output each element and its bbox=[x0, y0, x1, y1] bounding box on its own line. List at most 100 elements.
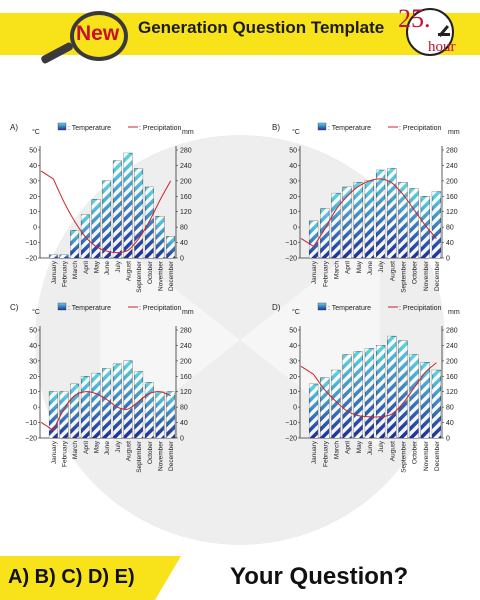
y-axis-unit: °C bbox=[292, 128, 300, 136]
month-label: January bbox=[311, 260, 318, 284]
month-label: February bbox=[62, 260, 69, 287]
temperature-bar-stripes bbox=[70, 384, 79, 438]
y-tick-label: −20 bbox=[25, 436, 37, 443]
month-label: April bbox=[345, 260, 352, 274]
temperature-bar-stripes bbox=[365, 348, 374, 438]
chart-label: D) bbox=[272, 303, 281, 312]
chart-label: A) bbox=[10, 123, 18, 132]
temperature-bar-stripes bbox=[387, 336, 397, 438]
clock-hand-icon bbox=[438, 33, 450, 36]
temperature-bar-stripes bbox=[59, 254, 69, 258]
y-axis-unit: °C bbox=[32, 128, 40, 136]
month-label: December bbox=[168, 260, 175, 291]
month-label: July bbox=[115, 440, 122, 452]
legend-precipitation: : Precipitation bbox=[139, 305, 182, 312]
y2-tick-label: 0 bbox=[446, 256, 450, 263]
y-tick-label: 40 bbox=[289, 163, 297, 170]
y2-tick-label: 120 bbox=[180, 209, 192, 216]
month-label: December bbox=[434, 440, 441, 471]
legend-temperature-swatch bbox=[317, 122, 327, 131]
y-tick-label: −10 bbox=[285, 240, 297, 247]
y-tick-label: 30 bbox=[289, 358, 297, 365]
y2-tick-label: 0 bbox=[180, 436, 184, 443]
temperature-bar-stripes bbox=[166, 236, 175, 258]
precipitation-line bbox=[40, 170, 172, 254]
month-label: February bbox=[322, 440, 329, 467]
temperature-bar-stripes bbox=[432, 191, 441, 258]
temperature-bar-stripes bbox=[376, 170, 385, 258]
month-label: June bbox=[367, 261, 374, 275]
month-label: May bbox=[94, 440, 101, 453]
y2-tick-label: 40 bbox=[180, 420, 188, 427]
y2-tick-label: 240 bbox=[446, 163, 458, 170]
month-label: August bbox=[126, 441, 133, 461]
legend-temperature-swatch bbox=[57, 122, 67, 131]
y-tick-label: 0 bbox=[33, 225, 37, 232]
temperature-bar-stripes bbox=[342, 187, 352, 258]
temperature-bar-stripes bbox=[320, 208, 330, 258]
month-label: March bbox=[333, 261, 340, 279]
temperature-bar-stripes bbox=[420, 362, 430, 438]
temperature-bar-stripes bbox=[166, 391, 175, 438]
y2-tick-label: 200 bbox=[446, 358, 458, 365]
y2-tick-label: 40 bbox=[446, 420, 454, 427]
chart-panel-d: D) °C mm: Temperature: Precipitation 50 40 30… bbox=[272, 302, 460, 473]
month-label: July bbox=[378, 260, 385, 272]
y-tick-label: 50 bbox=[289, 328, 297, 335]
y-tick-label: 40 bbox=[29, 163, 37, 170]
temperature-bar-stripes bbox=[155, 391, 165, 438]
month-label: October bbox=[412, 440, 419, 464]
y-tick-label: 40 bbox=[29, 343, 37, 350]
y-tick-label: 40 bbox=[289, 343, 297, 350]
month-label: April bbox=[83, 260, 90, 274]
temperature-bar-stripes bbox=[155, 216, 165, 258]
temperature-bar-stripes bbox=[91, 199, 101, 258]
temperature-bar-stripes bbox=[59, 391, 69, 438]
temperature-bar-stripes bbox=[113, 363, 122, 438]
month-label: November bbox=[423, 440, 430, 471]
temperature-bar-stripes bbox=[113, 160, 122, 258]
y2-tick-label: 120 bbox=[180, 389, 192, 396]
y2-tick-label: 160 bbox=[180, 194, 192, 201]
month-label: January bbox=[51, 260, 58, 284]
temperature-bar-stripes bbox=[331, 193, 341, 258]
answer-options: A) B) C) D) E) bbox=[8, 566, 135, 588]
y-tick-label: −20 bbox=[285, 256, 297, 263]
temperature-bar-stripes bbox=[309, 384, 318, 438]
y-tick-label: 10 bbox=[29, 389, 37, 396]
y2-tick-label: 160 bbox=[180, 374, 192, 381]
month-label: February bbox=[62, 440, 69, 467]
month-label: June bbox=[367, 441, 374, 455]
month-label: March bbox=[333, 441, 340, 459]
legend-temperature: : Temperature bbox=[68, 125, 111, 132]
month-label: May bbox=[356, 260, 363, 273]
temperature-bar-stripes bbox=[320, 377, 330, 438]
y2-axis-unit: mm bbox=[448, 309, 460, 316]
y-tick-label: 20 bbox=[289, 374, 297, 381]
y-tick-label: 0 bbox=[293, 225, 297, 232]
y-tick-label: 10 bbox=[289, 209, 297, 216]
legend-temperature: : Temperature bbox=[68, 305, 111, 312]
clock-unit: hour bbox=[428, 39, 456, 55]
temperature-bar-stripes bbox=[102, 180, 111, 258]
temperature-bar-stripes bbox=[49, 254, 58, 258]
temperature-bar-stripes bbox=[134, 371, 143, 438]
y2-tick-label: 240 bbox=[180, 163, 192, 170]
y-tick-label: 0 bbox=[33, 405, 37, 412]
y-tick-label: 30 bbox=[29, 358, 37, 365]
temperature-bar-stripes bbox=[398, 182, 408, 258]
y2-tick-label: 240 bbox=[446, 343, 458, 350]
month-label: June bbox=[104, 441, 111, 455]
temperature-bar-stripes bbox=[387, 168, 397, 258]
temperature-bar-stripes bbox=[353, 182, 363, 258]
month-label: September bbox=[400, 260, 407, 293]
y-tick-label: 50 bbox=[29, 148, 37, 155]
clock-icon bbox=[406, 8, 454, 56]
temperature-bar-stripes bbox=[81, 376, 90, 438]
temperature-bar-stripes bbox=[70, 230, 79, 258]
temperature-bar-stripes bbox=[102, 368, 111, 438]
y2-tick-label: 80 bbox=[446, 225, 454, 232]
month-label: November bbox=[423, 260, 430, 291]
precipitation-line bbox=[300, 178, 437, 248]
